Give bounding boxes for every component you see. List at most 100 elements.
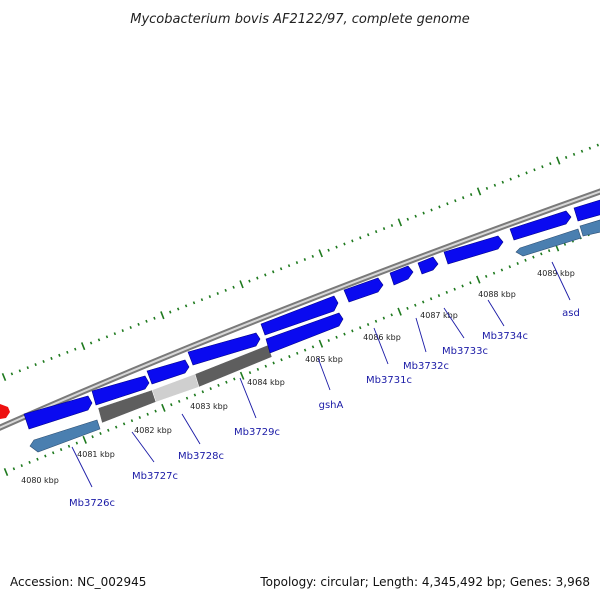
genome-backbone — [0, 188, 600, 431]
scale-tick — [374, 230, 378, 234]
scale-tick — [327, 248, 330, 252]
scale-tick — [351, 239, 354, 243]
scale-tick — [533, 168, 536, 172]
scale-tick — [200, 298, 204, 302]
scale-tick — [208, 295, 212, 299]
kbp-tick-label: 4082 kbp — [134, 426, 172, 435]
scale-tick — [524, 258, 527, 262]
scale-tick — [540, 252, 543, 256]
forward-cds-feature — [91, 375, 150, 406]
gene-leader-line — [181, 413, 201, 445]
forward-cds-feature — [509, 210, 572, 241]
scale-tick — [493, 183, 497, 187]
scale-tick — [327, 339, 330, 342]
gene-label: gshA — [319, 400, 344, 411]
scale-tick — [201, 390, 205, 394]
gene-label: Mb3731c — [366, 375, 412, 386]
gene-leader-line — [551, 261, 571, 301]
scale-tick — [20, 464, 23, 468]
kbp-tick-label: 4085 kbp — [305, 355, 343, 364]
scale-tick — [311, 254, 315, 258]
scale-tick — [453, 287, 456, 291]
scale-tick — [366, 233, 370, 237]
scale-tick — [185, 396, 189, 400]
reverse-cds-track — [29, 219, 600, 453]
scale-tick — [129, 325, 132, 330]
scale-tick — [406, 306, 409, 310]
scale-tick — [382, 227, 386, 231]
gc-content-band — [97, 344, 273, 424]
scale-tick — [232, 285, 235, 289]
gene-label: Mb3728c — [178, 451, 224, 462]
forward-cds-feature — [389, 265, 414, 286]
forward-cds-feature — [187, 332, 261, 366]
scale-tick — [485, 186, 489, 190]
scale-tick — [161, 403, 166, 412]
scale-tick — [59, 448, 63, 452]
scale-tick — [446, 202, 449, 206]
scale-tick — [279, 267, 283, 271]
scale-tick — [80, 342, 86, 351]
scale-tick — [225, 380, 228, 384]
scale-tick — [563, 242, 567, 246]
scale-tick — [74, 347, 77, 351]
scale-tick — [414, 303, 417, 307]
scale-tick — [272, 361, 275, 365]
reverse-cds-feature — [579, 219, 600, 237]
scale-tick — [217, 383, 220, 387]
scale-tick — [492, 271, 496, 275]
scale-tick — [343, 242, 346, 246]
gc-content-segment — [194, 344, 273, 388]
scale-tick — [414, 214, 417, 218]
scale-tick — [154, 409, 157, 413]
scale-tick — [138, 415, 142, 420]
scale-tick — [66, 350, 69, 354]
gene-label: Mb3729c — [234, 427, 280, 438]
forward-cds-feature — [573, 199, 600, 222]
scale-tick — [233, 377, 236, 381]
scale-tick — [42, 359, 45, 364]
scale-tick — [256, 367, 260, 371]
scale-tick — [517, 174, 520, 178]
scale-tick — [469, 193, 473, 197]
scale-tick — [287, 264, 291, 268]
scale-tick — [429, 297, 433, 301]
outer-tick-ring — [1, 143, 600, 382]
scale-tick — [484, 274, 488, 278]
gene-label: asd — [562, 308, 580, 319]
scale-tick — [264, 273, 267, 277]
kbp-tick-label: 4086 kbp — [363, 333, 401, 342]
scale-tick — [121, 329, 124, 333]
scale-tick — [122, 422, 126, 426]
scale-tick — [18, 369, 22, 373]
scale-tick — [105, 335, 109, 339]
scale-tick — [438, 205, 441, 209]
scale-tick — [397, 307, 402, 316]
scale-tick — [1, 372, 7, 382]
kbp-tick-label: 4084 kbp — [247, 378, 285, 387]
scale-tick — [209, 387, 212, 391]
scale-tick — [397, 218, 403, 227]
scale-tick — [541, 165, 544, 169]
reverse-cds-feature — [515, 228, 582, 257]
scale-tick — [89, 341, 93, 345]
scale-tick — [153, 316, 156, 320]
scale-tick — [500, 268, 504, 272]
scale-tick — [588, 146, 592, 150]
scale-tick — [34, 363, 37, 367]
scale-tick — [280, 358, 283, 362]
scale-tick — [160, 311, 165, 320]
feature-marker — [0, 404, 10, 419]
scale-tick — [335, 245, 338, 249]
scale-tick — [176, 307, 180, 311]
reverse-cds-feature — [29, 419, 101, 453]
scale-tick — [476, 187, 482, 196]
genome-stats-text: Topology: circular; Length: 4,345,492 bp… — [259, 575, 590, 589]
scale-tick — [572, 152, 576, 156]
scale-tick — [318, 249, 323, 258]
forward-cds-feature — [260, 295, 339, 336]
scale-tick — [288, 355, 291, 359]
scale-tick — [146, 412, 149, 416]
scale-tick — [358, 326, 362, 330]
